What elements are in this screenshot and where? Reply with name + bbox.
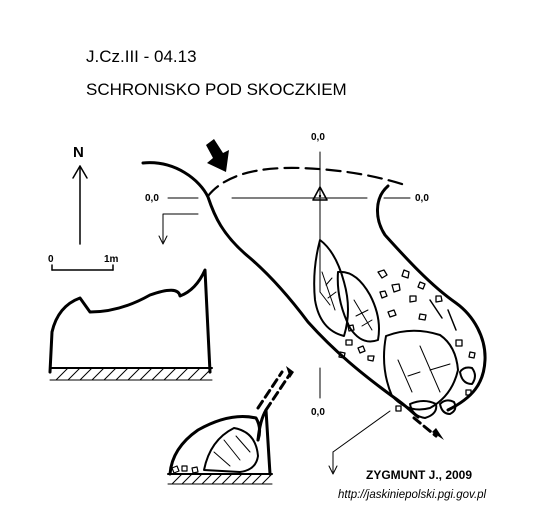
scale-end-label: 1m: [104, 254, 119, 265]
cave-code: J.Cz.III - 04.13: [86, 47, 197, 66]
cave-name: SCHRONISKO POD SKOCZKIEM: [86, 80, 347, 99]
north-arrow-icon: N: [72, 144, 88, 245]
section-axes: [167, 151, 411, 399]
scale-bar: 0 1m: [48, 254, 119, 271]
entrance-arrow-icon: [206, 139, 229, 172]
source-url[interactable]: http://jaskiniepolski.pgi.gov.pl: [338, 489, 487, 501]
datum-triangle-icon: [312, 186, 328, 201]
cross-section-bottom: [167, 366, 294, 485]
passage-exit-arrow: [412, 416, 444, 440]
cave-floor-features: [313, 239, 476, 419]
cross-section-left: [48, 268, 213, 381]
datum-label-left: 0,0: [145, 193, 159, 204]
section-pointers: [158, 213, 391, 475]
north-label: N: [73, 144, 84, 161]
datum-label-right: 0,0: [415, 193, 429, 204]
scale-start-label: 0: [48, 254, 54, 265]
drip-line: [206, 166, 410, 198]
credits: ZYGMUNT J., 2009 http://jaskiniepolski.p…: [338, 468, 487, 501]
datum-labels: 0,0 0,0 0,0 0,0: [145, 132, 429, 418]
title-block: J.Cz.III - 04.13 SCHRONISKO POD SKOCZKIE…: [86, 47, 347, 99]
author-label: ZYGMUNT J., 2009: [366, 468, 472, 482]
datum-label-top: 0,0: [311, 132, 325, 143]
datum-label-bottom: 0,0: [311, 407, 325, 418]
